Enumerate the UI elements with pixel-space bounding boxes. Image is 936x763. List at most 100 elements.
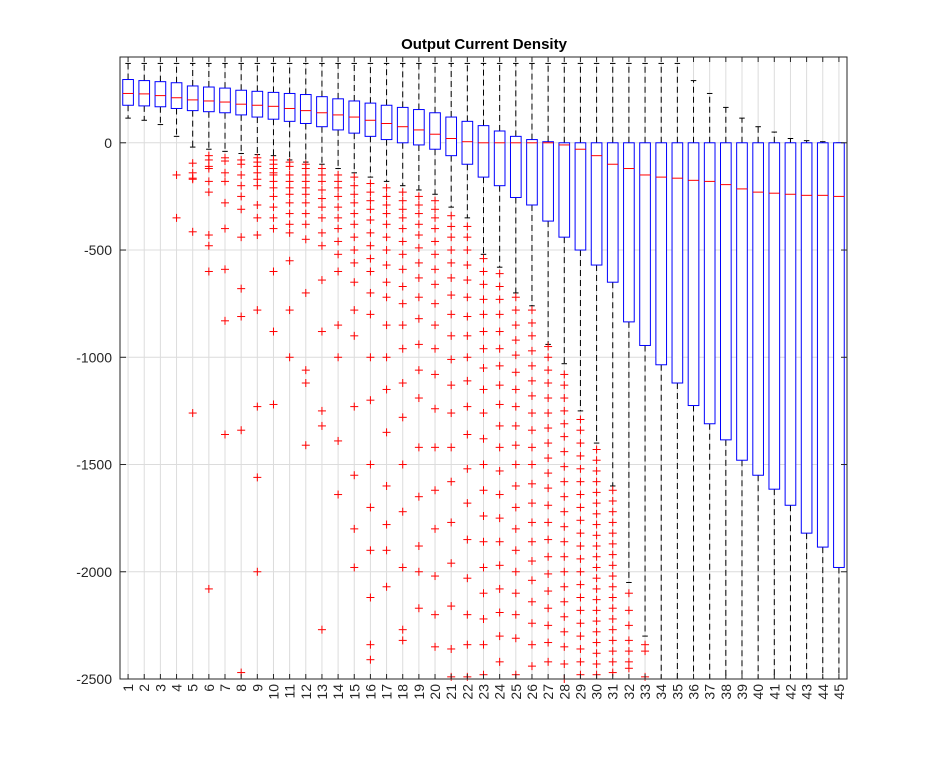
box	[703, 142, 716, 425]
outlier-marker	[431, 486, 440, 495]
outlier-marker	[576, 657, 585, 666]
outlier-marker	[592, 659, 601, 668]
outlier-marker	[414, 366, 423, 375]
outlier-marker	[479, 434, 488, 443]
outlier-marker	[608, 614, 617, 623]
box	[138, 80, 151, 107]
box	[477, 125, 490, 178]
outlier-marker	[592, 445, 601, 454]
x-tick-label: 18	[395, 684, 411, 700]
box	[235, 89, 247, 116]
x-tick-label: 23	[476, 684, 492, 700]
x-tick-label: 15	[346, 684, 362, 700]
outlier-marker	[431, 250, 440, 259]
box	[445, 116, 458, 157]
outlier-marker	[463, 535, 472, 544]
outlier-marker	[382, 321, 391, 330]
outlier-marker	[511, 524, 520, 533]
outlier-marker	[463, 430, 472, 439]
outlier-marker	[285, 198, 294, 207]
outlier-marker	[382, 520, 391, 529]
outlier-marker	[560, 462, 569, 471]
outlier-marker	[544, 552, 553, 561]
outlier-marker	[334, 203, 343, 212]
box	[493, 130, 506, 187]
box	[122, 79, 134, 106]
outlier-marker	[479, 460, 488, 469]
x-tick-label: 1	[120, 684, 136, 692]
outlier-marker	[366, 241, 375, 250]
x-tick-label: 37	[702, 684, 718, 700]
outlier-marker	[382, 582, 391, 591]
y-tick-label: -2500	[76, 671, 112, 687]
outlier-marker	[592, 477, 601, 486]
outlier-marker	[592, 563, 601, 572]
outlier-marker	[366, 188, 375, 197]
outlier-marker	[495, 514, 504, 523]
outlier-marker	[366, 267, 375, 276]
outlier-marker	[576, 554, 585, 563]
outlier-marker	[414, 293, 423, 302]
outlier-marker	[527, 376, 536, 385]
outlier-marker	[560, 612, 569, 621]
outlier-marker	[608, 496, 617, 505]
outlier-marker	[317, 276, 326, 285]
outlier-marker	[414, 542, 423, 551]
outlier-marker	[527, 479, 536, 488]
outlier-marker	[414, 604, 423, 613]
outlier-marker	[398, 196, 407, 205]
outlier-marker	[350, 331, 359, 340]
outlier-marker	[608, 529, 617, 538]
outlier-marker	[334, 224, 343, 233]
box	[687, 142, 700, 407]
outlier-marker	[560, 552, 569, 561]
outlier-marker	[479, 344, 488, 353]
outlier-marker	[544, 439, 553, 448]
outlier-marker	[414, 231, 423, 240]
outlier-marker	[592, 606, 601, 615]
outlier-marker	[431, 237, 440, 246]
outlier-marker	[592, 584, 601, 593]
box	[203, 86, 215, 113]
outlier-marker	[398, 188, 407, 197]
outlier-marker	[560, 659, 569, 668]
outlier-marker	[188, 227, 197, 236]
outlier-marker	[317, 421, 326, 430]
outlier-marker	[398, 379, 407, 388]
outlier-marker	[431, 280, 440, 289]
outlier-marker	[221, 430, 230, 439]
box	[671, 142, 684, 384]
outlier-marker	[382, 353, 391, 362]
box	[267, 91, 280, 120]
outlier-marker	[382, 261, 391, 270]
outlier-marker	[447, 211, 456, 220]
outlier-marker	[447, 291, 456, 300]
outlier-marker	[544, 454, 553, 463]
outlier-marker	[544, 379, 553, 388]
x-tick-label: 40	[750, 684, 766, 700]
outlier-marker	[527, 597, 536, 606]
outlier-marker	[544, 353, 553, 362]
x-tick-label: 24	[492, 684, 508, 700]
outlier-marker	[463, 293, 472, 302]
outlier-marker	[414, 394, 423, 403]
outlier-marker	[511, 293, 520, 302]
outlier-marker	[527, 662, 536, 671]
x-tick-label: 28	[556, 684, 572, 700]
outlier-marker	[479, 385, 488, 394]
outlier-marker	[624, 636, 633, 645]
outlier-marker	[511, 634, 520, 643]
outlier-marker	[237, 160, 246, 169]
outlier-marker	[188, 175, 197, 184]
x-tick-label: 7	[217, 684, 233, 692]
outlier-marker	[366, 288, 375, 297]
outlier-marker	[495, 632, 504, 641]
outlier-marker	[511, 421, 520, 430]
outlier-marker	[544, 535, 553, 544]
box	[299, 94, 312, 124]
outlier-marker	[592, 499, 601, 508]
outlier-marker	[560, 477, 569, 486]
outlier-marker	[560, 642, 569, 651]
outlier-marker	[188, 159, 197, 168]
outlier-marker	[511, 321, 520, 330]
